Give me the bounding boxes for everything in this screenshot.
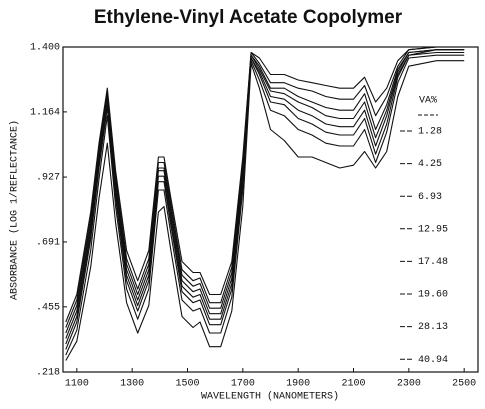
spectrum-line [65, 51, 465, 350]
spectrum-line [65, 49, 465, 345]
legend-label: 6.93 [418, 192, 442, 203]
spectrum-line [65, 49, 465, 339]
y-tick-label: .927 [36, 173, 60, 184]
x-tick-label: 1500 [175, 379, 199, 390]
y-axis-label: ABSORBANCE (LOG 1/REFLECTANCE) [9, 120, 21, 300]
spectrum-line [65, 60, 465, 361]
y-tick-label: 1.400 [30, 43, 60, 54]
x-tick-label: 2300 [397, 379, 421, 390]
legend-label: 12.95 [418, 224, 448, 235]
legend-title: VA% [419, 96, 437, 107]
y-tick-label: .455 [36, 302, 60, 313]
y-tick-label: .691 [36, 238, 60, 249]
plot-frame [62, 46, 479, 373]
x-tick-label: 2100 [341, 379, 365, 390]
x-tick-label: 1900 [286, 379, 310, 390]
y-tick-label: 1.164 [30, 108, 60, 119]
chart-title: Ethylene-Vinyl Acetate Copolymer [94, 7, 403, 28]
legend-label: 17.48 [418, 257, 448, 268]
spectrum-line [65, 49, 465, 334]
x-tick-label: 1300 [120, 379, 144, 390]
legend-label: 19.60 [418, 290, 448, 301]
x-tick-label: 1700 [231, 379, 255, 390]
y-tick-label: .218 [36, 368, 60, 379]
x-tick-label: 2500 [452, 379, 476, 390]
legend-label: 28.13 [418, 322, 448, 333]
spectrum-line [65, 46, 465, 328]
spectrum-line [65, 54, 465, 356]
x-tick-label: 1100 [65, 379, 89, 390]
legend-label: 4.25 [418, 159, 442, 170]
x-axis-label: WAVELENGTH (NANOMETERS) [201, 391, 339, 403]
legend-label: 40.94 [418, 355, 448, 366]
spectrum-line [65, 46, 465, 323]
legend-label: 1.28 [418, 127, 442, 138]
